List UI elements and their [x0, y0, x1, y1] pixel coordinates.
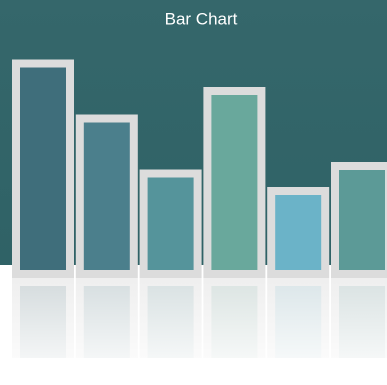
bar — [83, 122, 130, 270]
bar — [147, 177, 194, 270]
reflection-fade — [0, 280, 387, 385]
bar — [20, 67, 66, 270]
bar — [275, 195, 322, 270]
bar — [211, 95, 258, 270]
chart-title: Bar Chart — [165, 9, 238, 28]
bar — [339, 170, 385, 270]
bars — [20, 67, 385, 270]
